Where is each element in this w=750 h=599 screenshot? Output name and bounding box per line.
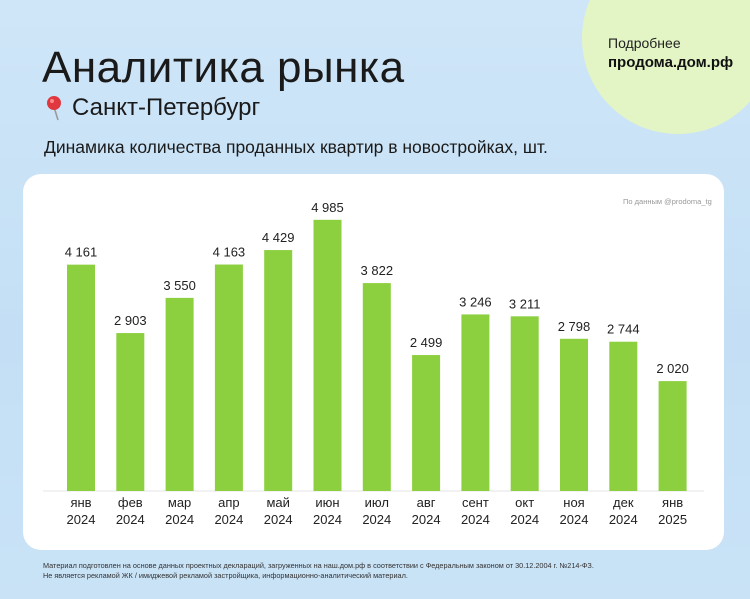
x-tick-year: 2024 [116, 512, 145, 527]
bar [510, 316, 539, 491]
bar [362, 283, 391, 491]
x-tick-year: 2024 [362, 512, 391, 527]
data-label: 3 822 [361, 263, 394, 278]
x-tick-year: 2024 [510, 512, 539, 527]
data-label: 2 903 [114, 313, 147, 328]
x-tick-month: дек [613, 495, 634, 510]
city-name: Санкт-Петербург [72, 94, 261, 121]
chart-subtitle: Динамика количества проданных квартир в … [44, 137, 548, 157]
data-label: 2 798 [558, 319, 591, 334]
bar [658, 381, 687, 491]
data-label: 2 499 [410, 335, 443, 350]
x-tick-month: сент [462, 495, 489, 510]
promo-text[interactable]: Подробнее [608, 35, 681, 51]
bar [313, 219, 342, 491]
x-tick-month: июл [365, 495, 389, 510]
x-tick-year: 2024 [214, 512, 243, 527]
map-pin-icon [47, 96, 61, 121]
x-tick-month: фев [118, 495, 143, 510]
bar [165, 297, 194, 491]
data-label: 3 246 [459, 294, 492, 309]
x-tick-year: 2024 [313, 512, 342, 527]
data-label: 4 161 [65, 245, 98, 260]
x-tick-year: 2024 [461, 512, 490, 527]
bar [264, 250, 293, 491]
promo-link[interactable]: продома.дом.рф [608, 54, 734, 71]
x-tick-month: окт [515, 495, 534, 510]
x-tick-month: ноя [563, 495, 584, 510]
x-tick-month: янв [70, 495, 91, 510]
source-note: По данным @prodoma_tg [623, 197, 712, 206]
footnote-line-1: Материал подготовлен на основе данных пр… [43, 561, 594, 570]
data-label: 4 163 [213, 245, 246, 260]
x-tick-month: мар [168, 495, 191, 510]
data-label: 2 744 [607, 322, 640, 337]
data-label: 3 550 [163, 278, 196, 293]
data-label: 4 429 [262, 230, 295, 245]
bar [214, 264, 243, 491]
data-label: 4 985 [311, 200, 344, 215]
x-tick-month: май [266, 495, 289, 510]
footnote: Материал подготовлен на основе данных пр… [43, 561, 703, 581]
x-tick-year: 2024 [560, 512, 589, 527]
x-tick-year: 2024 [165, 512, 194, 527]
x-tick-year: 2024 [412, 512, 441, 527]
x-tick-month: апр [218, 495, 240, 510]
bar [412, 355, 441, 491]
footnote-line-2: Не является рекламой ЖК / имиджевой рекл… [43, 571, 408, 580]
x-tick-month: авг [417, 495, 436, 510]
bar [609, 341, 638, 491]
bar [67, 264, 95, 491]
bar-chart: 4 161 янв 2024 2 903 фев 2024 3 550 мар 2024 4 16… [43, 200, 704, 527]
bar [560, 338, 588, 491]
x-tick-year: 2024 [67, 512, 96, 527]
x-tick-year: 2024 [609, 512, 638, 527]
bar [461, 314, 490, 491]
page-title: Аналитика рынка [42, 43, 405, 92]
chart-card: 4 161 янв 2024 2 903 фев 2024 3 550 мар 2024 4 16… [23, 174, 724, 550]
x-tick-month: июн [315, 495, 339, 510]
data-label: 3 211 [509, 296, 541, 311]
data-label: 2 020 [656, 361, 689, 376]
x-tick-year: 2024 [264, 512, 293, 527]
x-tick-month: янв [662, 495, 683, 510]
city-label: Санкт-Петербург [46, 94, 260, 122]
x-tick-year: 2025 [658, 512, 687, 527]
bar [116, 333, 145, 491]
